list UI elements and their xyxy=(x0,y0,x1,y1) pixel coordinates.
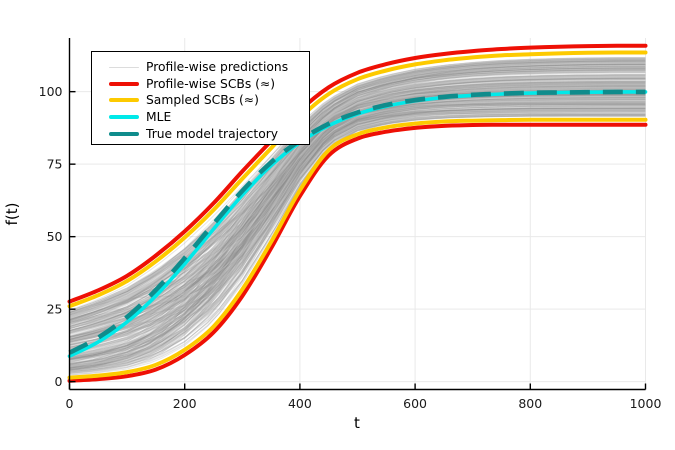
legend-item-2: Sampled SCBs (≈) xyxy=(109,92,301,109)
tick-labels: 0 200 400 600 800 1000 0 25 50 75 100 xyxy=(39,84,662,411)
prediction-curve xyxy=(69,85,646,341)
legend-label: Profile-wise predictions xyxy=(146,60,289,75)
legend-label: Sampled SCBs (≈) xyxy=(146,93,259,108)
prediction-curve xyxy=(69,103,646,320)
prediction-curve xyxy=(69,107,646,315)
y-axis-label: f(t) xyxy=(3,203,21,226)
x-tick-label: 0 xyxy=(66,396,74,411)
prediction-curve xyxy=(69,115,646,330)
prediction-curve xyxy=(69,86,646,338)
prediction-curve xyxy=(69,105,646,360)
prediction-curve xyxy=(69,113,646,334)
prediction-curve xyxy=(69,63,646,325)
prediction-curve xyxy=(69,104,646,361)
prediction-curve xyxy=(69,98,646,372)
prediction-curve xyxy=(69,74,646,333)
prediction-curve xyxy=(69,97,646,371)
prediction-curve xyxy=(69,99,646,368)
legend-item-1: Profile-wise SCBs (≈) xyxy=(109,76,301,93)
prediction-curve xyxy=(69,63,646,316)
profile-wise-scb-lower xyxy=(67,122,648,383)
legend-line-swatch xyxy=(109,115,139,120)
prediction-curve xyxy=(69,77,646,342)
legend-line-swatch xyxy=(109,66,139,69)
prediction-curve xyxy=(69,87,646,367)
prediction-curve xyxy=(69,67,646,358)
y-tick-label: 75 xyxy=(47,156,63,171)
prediction-curve xyxy=(69,64,646,370)
y-tick-label: 0 xyxy=(55,374,63,389)
sampled-scb-lower xyxy=(67,117,648,380)
prediction-curve xyxy=(69,77,646,354)
prediction-curve xyxy=(69,78,646,361)
axes xyxy=(68,38,647,391)
prediction-curve xyxy=(69,87,646,332)
prediction-curve xyxy=(69,70,646,315)
legend-line-swatch xyxy=(109,81,139,86)
prediction-curve xyxy=(69,64,646,372)
legend-item-0: Profile-wise predictions xyxy=(109,59,301,76)
y-tick-label: 100 xyxy=(39,84,63,99)
legend-line-swatch xyxy=(109,131,139,136)
prediction-curve xyxy=(69,102,646,349)
legend-line-swatch xyxy=(109,98,139,103)
prediction-curve xyxy=(69,83,646,369)
legend-label: True model trajectory xyxy=(146,126,279,141)
y-tick-label: 25 xyxy=(47,301,63,316)
prediction-curve xyxy=(69,115,646,370)
profile-wise-scb-upper xyxy=(67,43,648,304)
legend-label: Profile-wise SCBs (≈) xyxy=(146,76,276,91)
prediction-curve xyxy=(69,115,646,345)
prediction-curve xyxy=(69,109,646,348)
prediction-curve xyxy=(69,71,646,342)
x-tick-label: 400 xyxy=(288,396,312,411)
x-tick-label: 1000 xyxy=(630,396,662,411)
prediction-curve xyxy=(69,61,646,323)
y-tick-label: 50 xyxy=(47,229,63,244)
prediction-curve xyxy=(69,67,646,371)
prediction-curve xyxy=(69,109,646,335)
sampled-scb-upper xyxy=(67,50,648,309)
prediction-curve xyxy=(69,72,646,323)
x-axis-label: t xyxy=(354,414,360,432)
prediction-curve xyxy=(69,97,646,361)
legend: Profile-wise predictions Profile-wise SCB… xyxy=(91,51,310,145)
legend-item-3: MLE xyxy=(109,109,301,126)
x-tick-label: 600 xyxy=(403,396,427,411)
prediction-curve xyxy=(69,82,646,357)
prediction-curve xyxy=(69,114,646,323)
prediction-curve xyxy=(69,67,646,330)
x-tick-label: 200 xyxy=(173,396,197,411)
true-model-trajectory-curve xyxy=(68,89,646,355)
prediction-curve xyxy=(69,58,646,322)
prediction-curve xyxy=(69,80,646,376)
prediction-curve xyxy=(69,67,646,341)
prediction-curve xyxy=(69,85,646,314)
prediction-curve xyxy=(69,83,646,369)
prediction-curve xyxy=(69,108,646,340)
prediction-curve xyxy=(69,111,646,360)
prediction-curve xyxy=(69,86,646,337)
legend-item-4: True model trajectory xyxy=(109,125,301,142)
prediction-curve xyxy=(69,97,646,374)
prediction-curve xyxy=(69,78,646,339)
series-curves xyxy=(67,43,648,383)
prediction-curve xyxy=(69,112,646,335)
x-tick-label: 800 xyxy=(518,396,542,411)
prediction-curve xyxy=(69,99,646,373)
legend-label: MLE xyxy=(146,109,172,124)
prediction-curve xyxy=(69,57,646,318)
